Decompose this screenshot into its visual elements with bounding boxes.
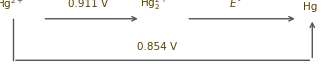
Text: Hg: Hg	[303, 2, 318, 12]
Text: 0.854 V: 0.854 V	[137, 42, 177, 52]
Text: 0.911 V: 0.911 V	[68, 0, 108, 9]
Text: Hg$_2^{2+}$: Hg$_2^{2+}$	[140, 0, 168, 12]
Text: $E^{\circ}$: $E^{\circ}$	[229, 0, 242, 9]
Text: Hg$^{2+}$: Hg$^{2+}$	[0, 0, 24, 12]
